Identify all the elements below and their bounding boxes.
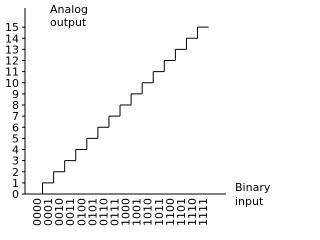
y-tick-label: 15 [5, 21, 19, 34]
chart: Analog output Binary input 0123456789101… [5, 3, 271, 226]
x-tick-label: 0000 [31, 198, 44, 226]
x-tick-label: 0011 [64, 198, 77, 226]
x-tick-label: 0100 [75, 198, 88, 226]
x-tick-label: 1100 [164, 198, 177, 226]
x-tick-label: 0010 [53, 198, 66, 226]
x-tick-label: 0110 [97, 198, 110, 226]
x-tick-label: 1010 [142, 198, 155, 226]
y-axis-label: Analog [50, 3, 88, 16]
y-tick-label: 5 [12, 132, 19, 145]
y-tick-label: 3 [12, 155, 19, 168]
x-tick-label: 0101 [86, 198, 99, 226]
x-tick-label: 0001 [42, 198, 55, 226]
x-tick-label: 1101 [175, 198, 188, 226]
x-tick-label: 1000 [120, 198, 133, 226]
x-axis-label: input [235, 195, 264, 208]
x-axis-label: Binary [235, 181, 271, 194]
y-tick-label: 4 [12, 144, 19, 157]
y-tick-label: 0 [12, 188, 19, 201]
y-tick-label: 12 [5, 55, 19, 68]
y-tick-label: 8 [12, 99, 19, 112]
y-tick-label: 2 [12, 166, 19, 179]
y-tick-label: 13 [5, 43, 19, 56]
y-tick-label: 7 [12, 110, 19, 123]
x-tick-label: 1111 [197, 198, 210, 226]
y-tick-label: 1 [12, 177, 19, 190]
y-tick-label: 11 [5, 66, 19, 79]
y-tick-label: 9 [12, 88, 19, 101]
x-tick-label: 1001 [131, 198, 144, 226]
x-tick-label: 1110 [186, 198, 199, 226]
y-axis-label: output [50, 16, 87, 29]
x-tick-label: 1011 [153, 198, 166, 226]
x-tick-label: 0111 [108, 198, 121, 226]
y-tick-label: 10 [5, 77, 19, 90]
y-tick-label: 6 [12, 121, 19, 134]
y-tick-label: 14 [5, 32, 19, 45]
